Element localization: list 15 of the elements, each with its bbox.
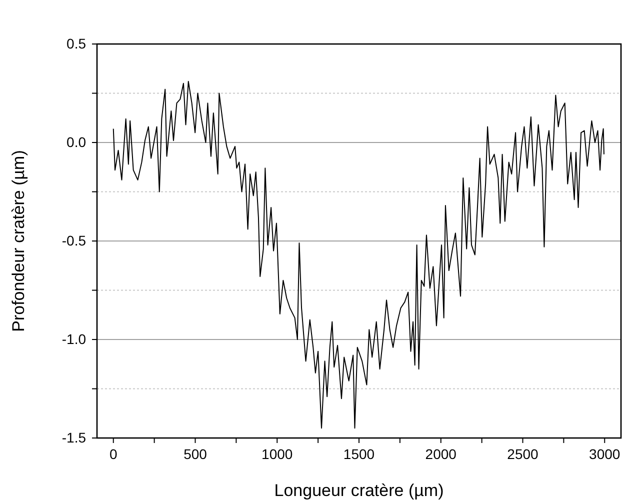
- x-tick-label: 0: [109, 446, 118, 462]
- y-tick-label: -0.5: [62, 232, 86, 248]
- y-tick-label: -1.5: [62, 429, 86, 446]
- y-tick-label: 0.0: [66, 134, 86, 150]
- x-tick-label: 1000: [262, 446, 293, 462]
- x-tick-label: 500: [184, 446, 208, 462]
- x-tick-label: 2500: [507, 446, 539, 462]
- y-axis-title: Profondeur cratère (µm): [9, 150, 28, 332]
- line-series: [112, 80, 604, 429]
- y-tick-label: -1.0: [62, 330, 86, 347]
- x-tick-label: 3000: [589, 446, 620, 462]
- x-tick-label: 1500: [343, 446, 375, 462]
- x-tick-label: 2000: [425, 446, 457, 462]
- x-axis-title: Longueur cratère (µm): [274, 481, 444, 500]
- y-tick-label: 0.5: [66, 35, 86, 52]
